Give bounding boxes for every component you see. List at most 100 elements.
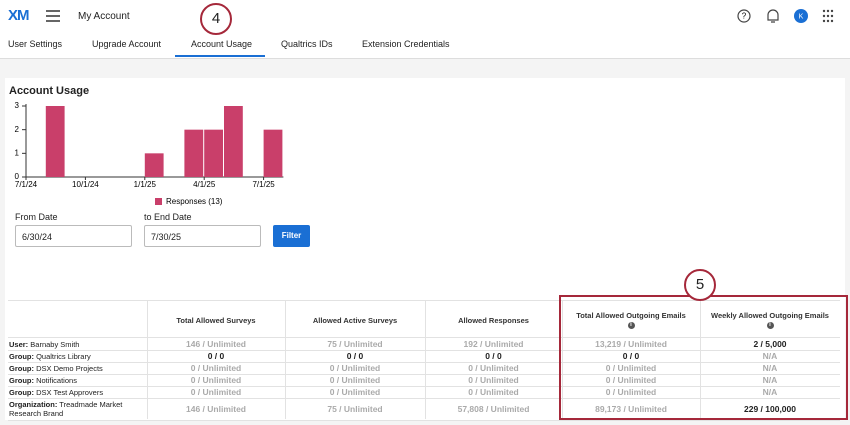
- table-cell: 89,173 / Unlimited: [595, 404, 667, 414]
- top-bar: XM My Account ? K User Settings Upgrade …: [0, 0, 850, 59]
- table-cell: 0 / Unlimited: [605, 375, 657, 385]
- table-cell: 229 / 100,000: [744, 404, 796, 414]
- row-label: Group: Notifications: [9, 376, 144, 385]
- rule: [8, 337, 840, 338]
- table-cell: 0 / 0: [346, 351, 364, 361]
- tab[interactable]: Account Usage: [191, 39, 253, 49]
- column-rule: [147, 300, 148, 419]
- row-name: Barnaby Smith: [30, 340, 80, 349]
- page-title: My Account: [78, 11, 130, 22]
- table-cell: 192 / Unlimited: [463, 339, 524, 349]
- table-cell: 0 / Unlimited: [190, 387, 242, 397]
- table-cell: 0 / Unlimited: [329, 387, 381, 397]
- table-cell: 0 / Unlimited: [468, 363, 519, 373]
- callout: 4: [200, 3, 232, 35]
- column-header: Total Allowed Surveys: [176, 316, 256, 325]
- table-cell: 0 / Unlimited: [329, 363, 381, 373]
- table-cell: 2 / 5,000: [753, 339, 787, 349]
- column-rule: [285, 300, 286, 419]
- avatar[interactable]: [794, 9, 808, 23]
- column-rule: [562, 300, 563, 419]
- info-icon[interactable]: i: [766, 322, 774, 329]
- tab[interactable]: Upgrade Account: [92, 39, 162, 49]
- bar: [184, 129, 204, 177]
- column-header: Allowed Responses: [458, 316, 529, 325]
- table-cell: 75 / Unlimited: [327, 339, 383, 349]
- callout: 5: [684, 269, 716, 301]
- x-tick-label: 4/1/25: [193, 180, 216, 189]
- highlight-box: [559, 295, 848, 420]
- rule: [8, 350, 840, 351]
- x-tick-label: 10/1/24: [72, 180, 99, 189]
- rule: [8, 362, 840, 363]
- y-tick-label: 1: [15, 148, 20, 157]
- x-tick-label: 7/1/25: [252, 180, 275, 189]
- rule: [8, 374, 840, 375]
- table-cell: 0 / Unlimited: [468, 387, 519, 397]
- filter-button[interactable]: Filter: [273, 225, 310, 247]
- table-cell: 57,808 / Unlimited: [457, 404, 530, 414]
- row-label: Group: DSX Test Approvers: [9, 388, 144, 397]
- top-icons: ? K: [737, 9, 834, 23]
- table-cell: 0 / 0: [622, 351, 640, 361]
- rule: [8, 386, 840, 387]
- table-cell: 0 / Unlimited: [605, 387, 657, 397]
- help-icon[interactable]: [737, 9, 751, 23]
- column-header: Total Allowed Outgoing Emails i: [576, 311, 686, 329]
- field-label: to End Date: [144, 212, 192, 222]
- table-cell: N/A: [762, 387, 778, 397]
- row-label: Group: Qualtrics Library: [9, 352, 144, 361]
- rule: [8, 300, 840, 301]
- row-kind: Group:: [9, 376, 34, 385]
- svg-text:K: K: [799, 13, 804, 20]
- field-label: From Date: [15, 212, 58, 222]
- table-cell: N/A: [762, 351, 778, 361]
- column-rule: [700, 300, 701, 419]
- row-name: Notifications: [36, 376, 77, 385]
- tab[interactable]: Qualtrics IDs: [281, 39, 333, 49]
- bar: [263, 129, 283, 177]
- date-input[interactable]: 7/30/25: [144, 225, 261, 247]
- row-name: DSX Test Approvers: [36, 388, 104, 397]
- row-kind: Group:: [9, 352, 34, 361]
- y-tick-label: 0: [15, 172, 20, 181]
- row-label: Organization: Treadmade Market Research …: [9, 400, 144, 418]
- info-icon[interactable]: i: [627, 322, 635, 329]
- column-header: Weekly Allowed Outgoing Emails i: [711, 311, 829, 329]
- table-cell: 146 / Unlimited: [186, 339, 246, 349]
- menu-icon[interactable]: [46, 10, 60, 22]
- row-kind: User:: [9, 340, 29, 349]
- tab[interactable]: User Settings: [8, 39, 63, 49]
- table-cell: 0 / 0: [207, 351, 225, 361]
- active-tab-underline: [175, 55, 265, 57]
- row-label: Group: DSX Demo Projects: [9, 364, 144, 373]
- chart: 0 1 2 3 7/1/24 10/1/24 1/1/25 4/1/25 7/1/25 Respo…: [15, 101, 284, 206]
- table-cell: 0 / Unlimited: [605, 363, 657, 373]
- logo[interactable]: XM: [8, 7, 29, 24]
- panel-title: Account Usage: [9, 85, 90, 97]
- bar: [204, 129, 223, 177]
- apps-icon[interactable]: [822, 9, 834, 23]
- table-cell: 0 / 0: [485, 351, 502, 361]
- tab[interactable]: Extension Credentials: [362, 39, 450, 49]
- x-tick-label: 7/1/24: [15, 180, 38, 189]
- table-cell: 0 / Unlimited: [468, 375, 519, 385]
- row-name: DSX Demo Projects: [36, 364, 103, 373]
- column-header: Allowed Active Surveys: [312, 316, 398, 325]
- date-input[interactable]: 6/30/24: [15, 225, 132, 247]
- table-cell: 13,219 / Unlimited: [595, 339, 667, 349]
- column-rule: [425, 300, 426, 419]
- rule: [8, 398, 840, 399]
- x-tick-label: 1/1/25: [134, 180, 157, 189]
- svg-text:?: ?: [742, 12, 747, 21]
- row-kind: Group:: [9, 388, 34, 397]
- row-label: User: Barnaby Smith: [9, 340, 144, 349]
- table-cell: 0 / Unlimited: [190, 363, 242, 373]
- rule: [8, 420, 840, 421]
- table-cell: N/A: [762, 375, 778, 385]
- row-name: Qualtrics Library: [36, 352, 91, 361]
- bell-icon[interactable]: [767, 9, 779, 23]
- table-cell: N/A: [762, 363, 778, 373]
- table-cell: 0 / Unlimited: [329, 375, 381, 385]
